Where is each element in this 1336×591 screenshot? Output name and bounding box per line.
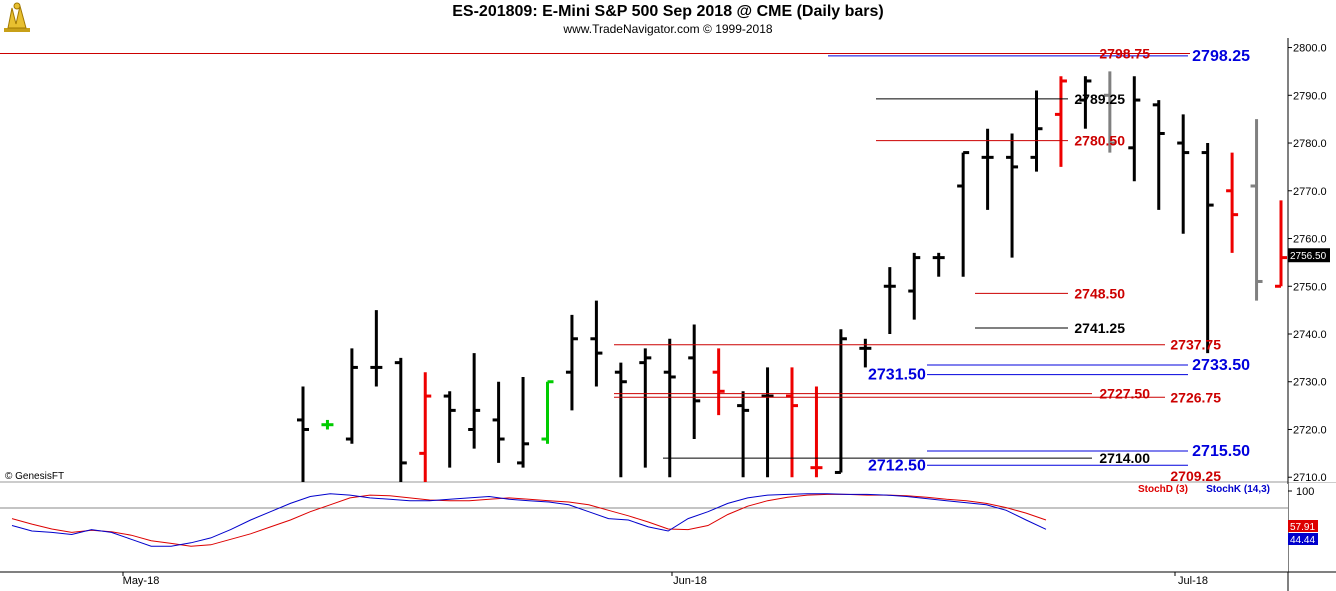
- ohlc-bar: [761, 367, 774, 478]
- ohlc-bar: [1275, 200, 1287, 288]
- level-label: 2789.25: [1074, 91, 1125, 107]
- time-axis: May-18 Jun-18 Jul-18: [0, 571, 1336, 587]
- chart-subtitle: www.TradeNavigator.com © 1999-2018: [563, 22, 773, 36]
- level-label: 2714.00: [1099, 450, 1150, 466]
- y-tick-label: 2790.0: [1293, 90, 1327, 102]
- stoch-d-value-box: [1288, 520, 1318, 532]
- price-axis: 2800.0 2790.0 2780.0 2770.0 2760.0 2750.0 2740…: [1287, 38, 1336, 591]
- ohlc-bar: [786, 367, 798, 478]
- level-label: 2726.75: [1170, 389, 1221, 405]
- ohlc-bar: [932, 252, 945, 277]
- level-label: 2731.50: [868, 367, 926, 384]
- level-label: 2709.25: [1170, 468, 1221, 484]
- last-price-box: [1288, 248, 1330, 263]
- stoch-k-line: [11, 493, 1047, 547]
- level-label: 2798.75: [1099, 46, 1150, 62]
- ohlc-bar: [370, 310, 383, 387]
- x-tick-label: Jul-18: [1178, 575, 1208, 587]
- ohlc-bar: [443, 391, 456, 468]
- stoch-tick-label: 100: [1296, 486, 1314, 498]
- ohlc-bar: [1006, 133, 1019, 258]
- ohlc-bar: [565, 314, 578, 411]
- y-tick-label: 2730.0: [1293, 377, 1327, 389]
- price-levels: 2798.25 2798.75 2789.25 2780.50 2748.50 2741.…: [0, 46, 1250, 484]
- ohlc-bar: [712, 348, 725, 416]
- y-tick-label: 2750.0: [1293, 281, 1327, 293]
- ohlc-bar: [810, 386, 823, 478]
- ohlc-bar: [1103, 71, 1116, 153]
- ohlc-bar: [590, 300, 603, 387]
- ohlc-bar: [1152, 100, 1165, 210]
- ohlc-bar: [297, 386, 309, 482]
- legend-stoch-d: StochD (3): [1138, 484, 1188, 495]
- level-label: 2741.25: [1074, 320, 1125, 336]
- ohlc-bar: [663, 338, 676, 478]
- y-tick-label: 2800.0: [1293, 43, 1327, 55]
- y-tick-label: 2720.0: [1293, 424, 1327, 436]
- ohlc-bar: [1128, 76, 1141, 182]
- ohlc-bar: [883, 267, 896, 334]
- ohlc-bar: [321, 419, 334, 430]
- ohlc-bar: [1054, 76, 1067, 167]
- level-label: 2727.50: [1099, 386, 1150, 402]
- level-label: 2798.25: [1192, 48, 1250, 65]
- ohlc-bar: [834, 329, 847, 474]
- legend-stoch-k: StochK (14,3): [1206, 484, 1270, 495]
- stoch-k-value: 44.44: [1290, 535, 1315, 546]
- ohlc-bar: [1201, 143, 1214, 354]
- stoch-bg: [0, 484, 1288, 572]
- ohlc-bar: [957, 151, 970, 277]
- ohlc-bar: [614, 362, 627, 478]
- genesis-logo-icon: [2, 2, 32, 39]
- ohlc-bar: [541, 380, 554, 444]
- y-tick-label: 2780.0: [1293, 138, 1327, 150]
- ohlc-bar: [1226, 152, 1239, 253]
- ohlc-bar: [1250, 119, 1263, 301]
- ohlc-bar: [419, 372, 432, 482]
- ohlc-bar: [639, 348, 652, 468]
- level-label: 2780.50: [1074, 133, 1125, 149]
- ohlc-bar: [981, 128, 994, 210]
- last-price-label: 2756.50: [1290, 251, 1327, 262]
- watermark: © GenesisFT: [5, 471, 64, 482]
- ohlc-bar: [859, 338, 872, 368]
- chart-header: ES-201809: E-Mini S&P 500 Sep 2018 @ CME…: [0, 0, 1336, 38]
- level-label: 2733.50: [1192, 357, 1250, 374]
- level-label: 2715.50: [1192, 443, 1250, 460]
- ohlc-bar: [908, 252, 921, 320]
- ohlc-bar: [468, 353, 481, 449]
- ohlc-bar: [345, 348, 358, 444]
- ohlc-bar: [394, 357, 407, 482]
- stoch-d-value: 57.91: [1290, 522, 1315, 533]
- ohlc-bar: [1030, 90, 1043, 172]
- stochastic-panel: 100 StochD (3) StochK (14,3) 57.91 44.44: [0, 484, 1318, 572]
- y-tick-label: 2740.0: [1293, 329, 1327, 341]
- chart-title: ES-201809: E-Mini S&P 500 Sep 2018 @ CME…: [452, 3, 884, 20]
- price-bars: [297, 71, 1287, 482]
- ohlc-bar: [1079, 76, 1092, 129]
- level-label: 2748.50: [1074, 285, 1125, 301]
- y-tick-label: 2770.0: [1293, 186, 1327, 198]
- y-tick-label: 2760.0: [1293, 234, 1327, 246]
- ohlc-bar: [1177, 114, 1190, 234]
- x-tick-label: Jun-18: [673, 575, 707, 587]
- x-tick-label: May-18: [123, 575, 160, 587]
- level-label: 2737.75: [1170, 337, 1221, 353]
- ohlc-bar: [517, 376, 530, 468]
- ohlc-bar: [492, 381, 505, 463]
- ohlc-bar: [688, 324, 701, 440]
- ohlc-bar: [737, 391, 750, 478]
- y-tick-label: 2710.0: [1293, 472, 1327, 484]
- level-label: 2712.50: [868, 457, 926, 474]
- stoch-k-value-box: [1288, 533, 1318, 545]
